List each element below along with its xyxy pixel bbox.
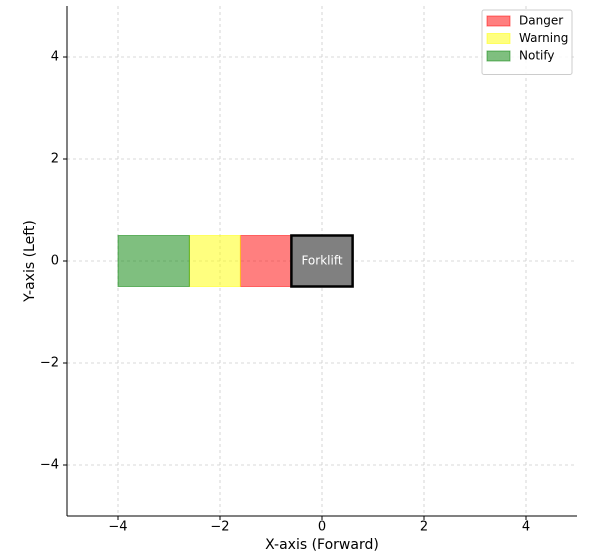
x-tick-label: 2 [420, 520, 428, 535]
legend-label: Warning [519, 31, 568, 45]
y-axis-label: Y-axis (Left) [22, 220, 38, 303]
x-tick-label: −2 [210, 520, 229, 535]
y-tick-label: 0 [51, 254, 59, 269]
y-tick-label: 4 [51, 50, 59, 65]
y-tick-label: 2 [51, 152, 59, 167]
legend-swatch [486, 33, 511, 44]
legend-label: Danger [519, 14, 563, 28]
x-tick-label: 4 [522, 520, 530, 535]
legend-label: Notify [519, 49, 554, 63]
y-tick-label: −4 [40, 458, 59, 473]
x-tick-label: −4 [108, 520, 127, 535]
x-tick-label: 0 [318, 520, 326, 535]
vehicle-label: Forklift [301, 254, 342, 268]
legend-swatch [486, 15, 511, 27]
zone [117, 235, 190, 287]
zone [188, 235, 241, 287]
legend-swatch [486, 50, 511, 62]
zone [239, 235, 292, 287]
y-tick-label: −2 [40, 356, 59, 371]
vehicle [290, 234, 354, 288]
x-axis-label: X-axis (Forward) [265, 537, 379, 553]
